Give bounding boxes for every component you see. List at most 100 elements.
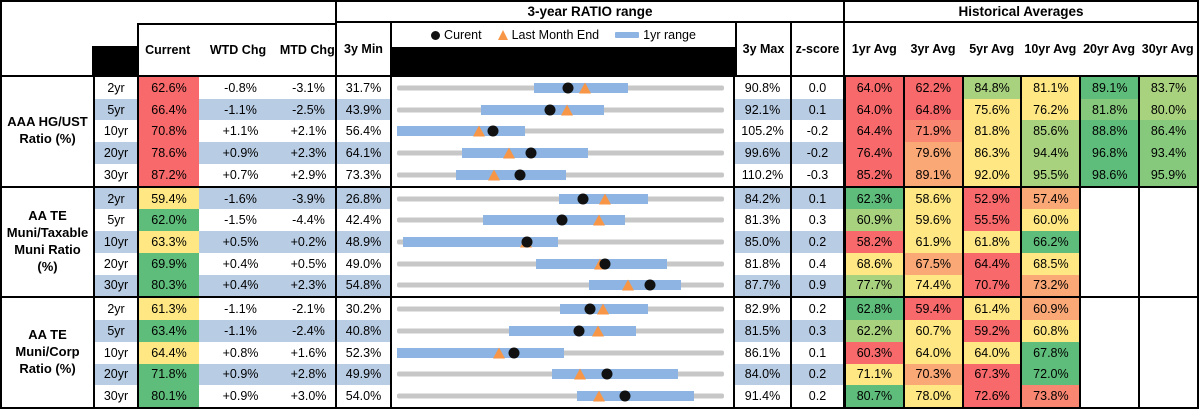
avg-cell-5yr-avg: 55.5% <box>963 209 1023 232</box>
avg-cell-1yr-avg: 62.8% <box>846 298 905 321</box>
3y-min-cell: 56.4% <box>337 120 392 143</box>
avg-cell-30yr-avg <box>1140 209 1197 232</box>
mtd-chg-cell: +1.6% <box>282 341 337 364</box>
avg-cell-10yr-avg: 76.2% <box>1022 98 1082 121</box>
legend-1yr-range-label: 1yr range <box>643 28 696 42</box>
chart-legend: Curent Last Month End 1yr range <box>392 23 735 47</box>
avg-cell-20yr-avg <box>1081 385 1141 407</box>
avg-cell-30yr-avg <box>1140 274 1197 297</box>
3y-range-track <box>397 128 724 134</box>
z-score-cell: -0.2 <box>792 142 846 164</box>
maturity-cell: 20yr <box>95 363 139 386</box>
3y-max-cell: 85.0% <box>735 231 792 253</box>
range-plot <box>397 385 724 407</box>
avg-cell-10yr-avg: 60.8% <box>1022 320 1082 342</box>
range-chart-cell <box>392 298 735 321</box>
mtd-chg-cell: -2.4% <box>282 320 337 342</box>
range-chart-cell <box>392 341 735 364</box>
avg-cell-10yr-avg: 94.4% <box>1022 142 1082 164</box>
z-score-cell: 0.2 <box>792 231 846 253</box>
bar-icon <box>615 32 640 38</box>
table-row: 20yr 78.6% +0.9% +2.3% 64.1% 99.6% -0.2 76.4% 79… <box>95 142 1197 164</box>
current-dot <box>514 169 526 181</box>
z-score-cell: 0.1 <box>792 98 846 121</box>
wtd-chg-cell: -1.6% <box>199 187 282 210</box>
avg-cell-1yr-avg: 58.2% <box>846 231 905 253</box>
wtd-chg-cell: -1.1% <box>199 320 282 342</box>
3y-range-track <box>397 282 724 288</box>
avg-cell-10yr-avg: 72.0% <box>1022 363 1082 386</box>
avg-cell-30yr-avg <box>1140 385 1197 407</box>
current-value-cell: 66.4% <box>139 98 199 121</box>
table-row: 5yr 63.4% -1.1% -2.4% 40.8% 81.5% 0.3 62.2% 60.7… <box>95 320 1197 342</box>
ratio-group-0: AAA HG/UST Ratio (%) 2yr 62.6% -0.8% -3.1% 31… <box>2 77 1197 186</box>
group-rows: 2yr 62.6% -0.8% -3.1% 31.7% 90.8% 0.0 64.0% 62.2… <box>95 77 1197 186</box>
3y-min-cell: 40.8% <box>337 320 392 342</box>
current-value-cell: 62.6% <box>139 77 199 99</box>
avg-cell-5yr-avg: 92.0% <box>963 163 1023 186</box>
mtd-chg-cell: -3.9% <box>282 187 337 210</box>
current-value-cell: 80.1% <box>139 385 199 407</box>
10yr-avg-header: 10yr Avg <box>1024 42 1077 56</box>
wtd-chg-cell: +0.8% <box>199 341 282 364</box>
avg-cell-30yr-avg <box>1140 187 1197 210</box>
1yr-range-bar <box>588 280 682 291</box>
last-month-end-triangle <box>621 279 634 291</box>
legend-last-month-end: Last Month End <box>497 28 599 42</box>
current-value-cell: 59.4% <box>139 187 199 210</box>
avg-cell-10yr-avg: 60.9% <box>1022 298 1082 321</box>
3y-max-cell: 90.8% <box>735 77 792 99</box>
mtd-chg-column-header: MTD Chg <box>279 43 335 57</box>
value-column-headers: Current WTD Chg MTD Chg <box>137 23 335 75</box>
3y-min-cell: 48.9% <box>337 231 392 253</box>
1yr-avg-header: 1yr Avg <box>851 42 897 56</box>
mtd-chg-cell: -2.5% <box>282 98 337 121</box>
last-month-end-triangle <box>592 214 605 226</box>
current-dot <box>487 125 499 137</box>
mtd-chg-cell: +0.2% <box>282 231 337 253</box>
avg-cell-5yr-avg: 64.0% <box>963 341 1023 364</box>
avg-cell-3yr-avg: 78.0% <box>904 385 964 407</box>
avg-cell-5yr-avg: 59.2% <box>963 320 1023 342</box>
range-plot <box>397 209 724 231</box>
range-plot <box>397 164 724 186</box>
avg-cell-3yr-avg: 71.9% <box>904 120 964 143</box>
3y-max-cell: 86.1% <box>735 341 792 364</box>
wtd-chg-cell: +0.4% <box>199 252 282 275</box>
avg-cell-30yr-avg <box>1140 320 1197 342</box>
maturity-cell: 2yr <box>95 77 139 99</box>
3y-min-cell: 31.7% <box>337 77 392 99</box>
current-dot <box>562 82 574 94</box>
wtd-chg-column-header: WTD Chg <box>209 43 267 57</box>
range-chart-cell <box>392 252 735 275</box>
maturity-cell: 20yr <box>95 142 139 164</box>
wtd-chg-cell: +0.9% <box>199 385 282 407</box>
avg-cell-20yr-avg: 81.8% <box>1081 98 1141 121</box>
last-month-end-triangle <box>503 147 516 159</box>
avg-cell-10yr-avg: 73.2% <box>1022 274 1082 297</box>
avg-cell-3yr-avg: 70.3% <box>904 363 964 386</box>
avg-cell-5yr-avg: 61.4% <box>963 298 1023 321</box>
3y-max-cell: 81.3% <box>735 209 792 232</box>
average-column-headers: 1yr Avg 3yr Avg 5yr Avg 10yr Avg 20yr Av… <box>845 23 1197 75</box>
avg-cell-1yr-avg: 64.0% <box>846 77 905 99</box>
avg-cell-1yr-avg: 60.9% <box>846 209 905 232</box>
z-score-cell: 0.2 <box>792 363 846 386</box>
avg-cell-10yr-avg: 85.6% <box>1022 120 1082 143</box>
avg-cell-10yr-avg: 57.4% <box>1022 187 1082 210</box>
avg-cell-30yr-avg <box>1140 363 1197 386</box>
3y-min-cell: 43.9% <box>337 98 392 121</box>
avg-cell-1yr-avg: 60.3% <box>846 341 905 364</box>
avg-cell-1yr-avg: 62.2% <box>846 320 905 342</box>
maturity-cell: 30yr <box>95 274 139 297</box>
maturity-cell: 2yr <box>95 298 139 321</box>
historical-averages-title: Historical Averages <box>845 2 1197 23</box>
maturity-cell: 5yr <box>95 209 139 232</box>
current-dot <box>556 214 568 226</box>
3y-min-cell: 42.4% <box>337 209 392 232</box>
avg-cell-20yr-avg: 98.6% <box>1081 163 1141 186</box>
range-plot <box>397 188 724 210</box>
avg-cell-1yr-avg: 62.3% <box>846 187 905 210</box>
1yr-range-bar <box>397 347 565 358</box>
legend-1yr-range: 1yr range <box>615 28 696 42</box>
